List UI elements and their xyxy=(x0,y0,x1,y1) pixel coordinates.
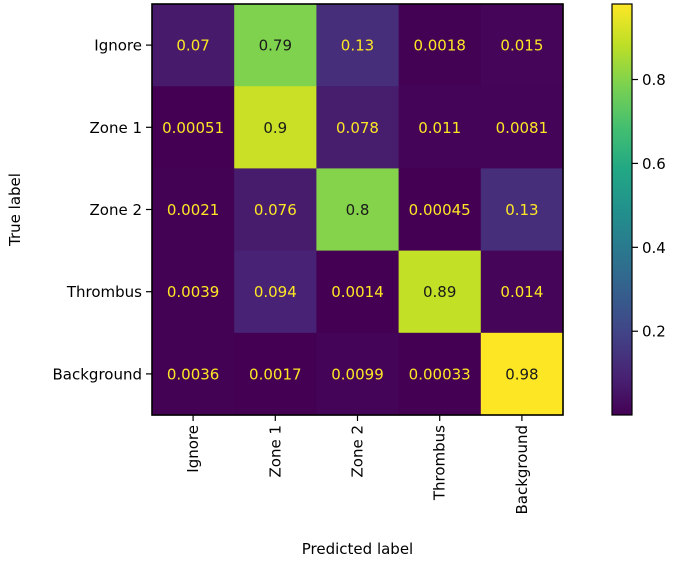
cell-label-1-3: 0.011 xyxy=(418,119,461,137)
x-tick-label-1: Zone 1 xyxy=(266,425,284,478)
cell-label-1-2: 0.078 xyxy=(336,119,379,137)
y-tick-label-0: Ignore xyxy=(94,37,142,55)
x-tick-label-4: Background xyxy=(513,425,531,515)
cell-3-1 xyxy=(234,250,317,334)
cell-label-4-4: 0.98 xyxy=(505,365,538,383)
cell-label-3-2: 0.0014 xyxy=(331,283,384,301)
cell-3-2 xyxy=(316,250,400,334)
cell-2-3 xyxy=(398,168,482,252)
cell-4-0 xyxy=(152,332,235,416)
cell-label-3-1: 0.094 xyxy=(254,283,297,301)
x-axis-title: Predicted label xyxy=(302,540,413,558)
cell-label-2-0: 0.0021 xyxy=(167,201,220,219)
cell-0-0 xyxy=(152,4,235,87)
cell-1-3 xyxy=(398,86,482,169)
cell-3-0 xyxy=(152,250,235,334)
cell-label-4-3: 0.00033 xyxy=(409,365,471,383)
cell-2-2 xyxy=(316,168,400,252)
x-tick-label-2: Zone 2 xyxy=(349,425,367,478)
cell-label-0-4: 0.015 xyxy=(500,37,543,55)
y-axis-title: True label xyxy=(6,173,24,247)
cell-label-3-4: 0.014 xyxy=(500,283,543,301)
cell-0-3 xyxy=(398,4,482,87)
cell-label-4-0: 0.0036 xyxy=(167,365,220,383)
cell-1-0 xyxy=(152,86,235,169)
cell-1-2 xyxy=(316,86,400,169)
cell-label-3-3: 0.89 xyxy=(423,283,456,301)
cell-4-4 xyxy=(480,332,564,416)
cell-1-1 xyxy=(234,86,317,169)
cell-0-4 xyxy=(480,4,564,87)
cell-label-2-4: 0.13 xyxy=(505,201,538,219)
cell-label-2-2: 0.8 xyxy=(346,201,370,219)
cell-label-0-1: 0.79 xyxy=(259,37,292,55)
y-tick-label-3: Thrombus xyxy=(66,283,142,301)
y-tick-label-2: Zone 2 xyxy=(90,201,143,219)
colorbar-tick-label-0: 0.2 xyxy=(642,323,666,341)
cell-2-0 xyxy=(152,168,235,252)
cell-4-2 xyxy=(316,332,400,416)
y-axis-ticks: Ignore Zone 1 Zone 2 Thrombus Background xyxy=(53,37,152,383)
cell-label-0-0: 0.07 xyxy=(176,37,209,55)
y-tick-label-1: Zone 1 xyxy=(90,119,143,137)
cell-0-2 xyxy=(316,4,400,87)
cell-2-1 xyxy=(234,168,317,252)
x-tick-label-0: Ignore xyxy=(184,425,202,473)
cell-label-2-1: 0.076 xyxy=(254,201,297,219)
cell-4-1 xyxy=(234,332,317,416)
x-tick-label-3: Thrombus xyxy=(431,425,449,501)
cell-1-4 xyxy=(480,86,564,169)
colorbar-tick-label-1: 0.4 xyxy=(642,239,666,257)
cell-3-4 xyxy=(480,250,564,334)
colorbar xyxy=(611,3,633,416)
y-tick-label-4: Background xyxy=(53,365,143,383)
colorbar-ticks: 0.2 0.4 0.6 0.8 xyxy=(632,71,666,341)
cell-label-0-2: 0.13 xyxy=(341,37,374,55)
cell-label-4-1: 0.0017 xyxy=(249,365,302,383)
cell-2-4 xyxy=(480,168,564,252)
cell-3-3 xyxy=(398,250,482,334)
colorbar-tick-label-3: 0.8 xyxy=(642,71,666,89)
cell-0-1 xyxy=(234,4,317,87)
cell-label-2-3: 0.00045 xyxy=(409,201,471,219)
cell-label-0-3: 0.0018 xyxy=(413,37,466,55)
cell-label-1-1: 0.9 xyxy=(263,119,287,137)
colorbar-tick-label-2: 0.6 xyxy=(642,155,666,173)
cell-label-4-2: 0.0099 xyxy=(331,365,384,383)
heatmap-cell-labels: 0.07 0.79 0.13 0.0018 0.015 0.00051 0.9 0.078 0.… xyxy=(162,37,548,384)
cell-label-1-4: 0.0081 xyxy=(496,119,549,137)
heatmap-cells xyxy=(152,4,564,416)
x-axis-ticks: Ignore Zone 1 Zone 2 Thrombus Background xyxy=(184,415,531,515)
cell-label-1-0: 0.00051 xyxy=(162,119,224,137)
cell-label-3-0: 0.0039 xyxy=(167,283,220,301)
cell-4-3 xyxy=(398,332,482,416)
